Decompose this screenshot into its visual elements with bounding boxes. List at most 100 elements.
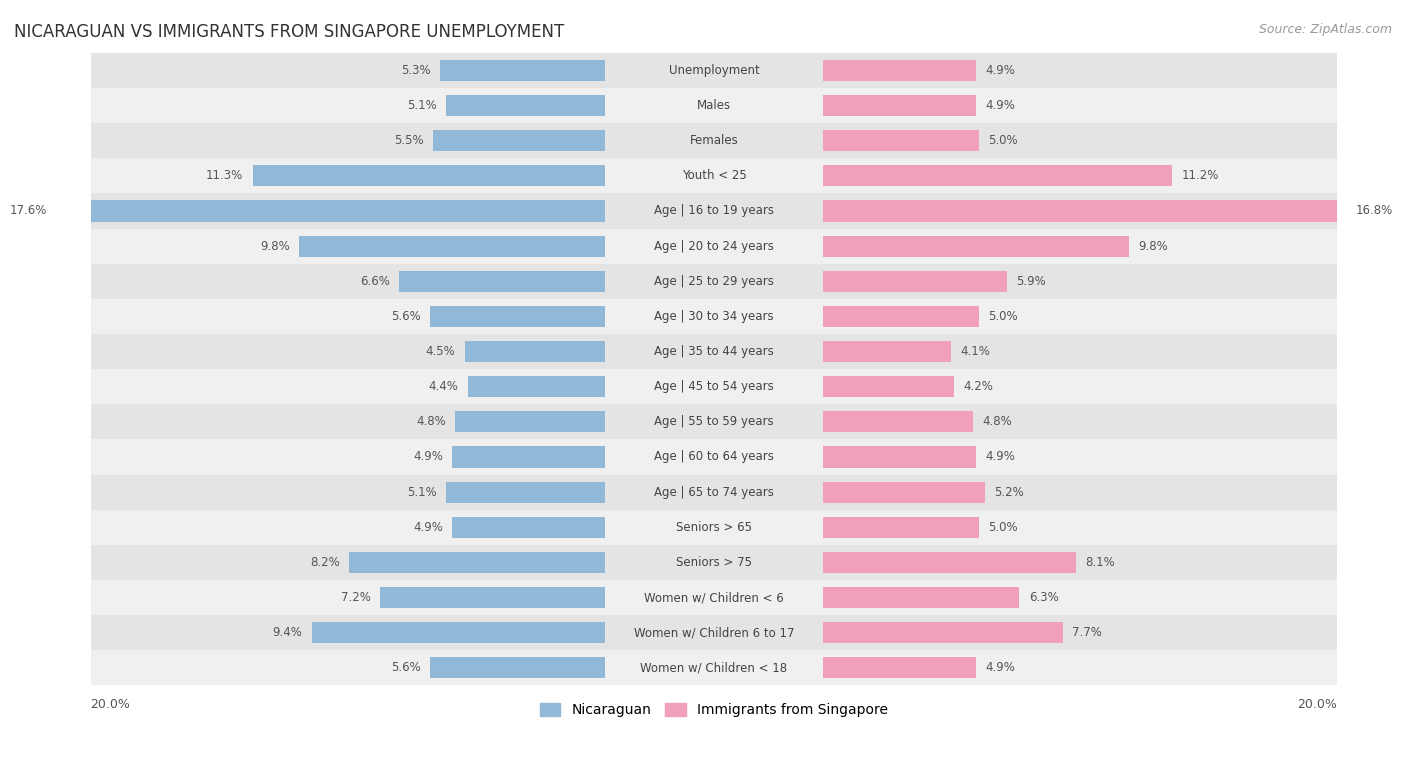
Text: 4.9%: 4.9% <box>986 450 1015 463</box>
Bar <box>823 411 973 432</box>
Text: 8.1%: 8.1% <box>1085 556 1115 569</box>
Bar <box>90 509 1337 545</box>
Bar <box>90 123 1337 158</box>
Bar <box>440 60 605 81</box>
Text: 5.0%: 5.0% <box>988 134 1018 147</box>
Text: 5.3%: 5.3% <box>401 64 430 77</box>
Text: 16.8%: 16.8% <box>1357 204 1393 217</box>
Legend: Nicaraguan, Immigrants from Singapore: Nicaraguan, Immigrants from Singapore <box>534 698 894 723</box>
Text: 4.9%: 4.9% <box>986 64 1015 77</box>
Text: 5.0%: 5.0% <box>988 521 1018 534</box>
Text: 7.2%: 7.2% <box>342 591 371 604</box>
Text: Seniors > 75: Seniors > 75 <box>676 556 752 569</box>
Text: 17.6%: 17.6% <box>10 204 46 217</box>
Text: Males: Males <box>697 99 731 112</box>
Bar <box>823 552 1076 573</box>
Bar <box>823 235 1129 257</box>
Text: Age | 30 to 34 years: Age | 30 to 34 years <box>654 310 773 323</box>
Text: 5.6%: 5.6% <box>391 662 420 674</box>
Text: 11.3%: 11.3% <box>207 170 243 182</box>
Bar <box>446 481 605 503</box>
Text: 4.9%: 4.9% <box>986 99 1015 112</box>
Bar <box>90 369 1337 404</box>
Bar <box>90 475 1337 509</box>
Text: 4.9%: 4.9% <box>413 450 443 463</box>
Text: Age | 16 to 19 years: Age | 16 to 19 years <box>654 204 773 217</box>
Bar <box>823 657 976 678</box>
Bar <box>381 587 605 608</box>
Bar <box>90 88 1337 123</box>
Text: 7.7%: 7.7% <box>1073 626 1102 639</box>
Bar <box>433 130 605 151</box>
Text: 4.4%: 4.4% <box>429 380 458 393</box>
Text: Age | 65 to 74 years: Age | 65 to 74 years <box>654 486 773 499</box>
Text: 4.9%: 4.9% <box>986 662 1015 674</box>
Bar <box>823 376 955 397</box>
Bar <box>823 130 979 151</box>
Bar <box>823 341 950 362</box>
Bar <box>453 447 605 468</box>
Bar <box>90 650 1337 685</box>
Text: 5.9%: 5.9% <box>1017 275 1046 288</box>
Bar <box>90 158 1337 194</box>
Text: Age | 35 to 44 years: Age | 35 to 44 years <box>654 345 773 358</box>
Bar <box>823 306 979 327</box>
Bar <box>823 60 976 81</box>
Text: Age | 45 to 54 years: Age | 45 to 54 years <box>654 380 773 393</box>
Bar <box>823 201 1347 222</box>
Text: Females: Females <box>689 134 738 147</box>
Text: 5.2%: 5.2% <box>994 486 1024 499</box>
Bar <box>349 552 605 573</box>
Bar <box>90 194 1337 229</box>
Bar <box>90 299 1337 334</box>
Text: Seniors > 65: Seniors > 65 <box>676 521 752 534</box>
Bar <box>823 517 979 537</box>
Bar <box>90 263 1337 299</box>
Text: 5.0%: 5.0% <box>988 310 1018 323</box>
Text: 5.5%: 5.5% <box>395 134 425 147</box>
Text: 5.1%: 5.1% <box>406 99 436 112</box>
Bar <box>823 622 1063 643</box>
Bar <box>468 376 605 397</box>
Bar <box>823 447 976 468</box>
Bar <box>823 481 986 503</box>
Bar <box>90 404 1337 439</box>
Text: Women w/ Children 6 to 17: Women w/ Children 6 to 17 <box>634 626 794 639</box>
Bar <box>399 271 605 292</box>
Bar <box>464 341 605 362</box>
Bar <box>823 165 1173 186</box>
Bar <box>90 545 1337 580</box>
Text: 20.0%: 20.0% <box>1298 698 1337 711</box>
Text: 5.6%: 5.6% <box>391 310 420 323</box>
Text: Women w/ Children < 6: Women w/ Children < 6 <box>644 591 783 604</box>
Bar <box>90 580 1337 615</box>
Text: 6.3%: 6.3% <box>1029 591 1059 604</box>
Bar <box>453 517 605 537</box>
Text: Unemployment: Unemployment <box>669 64 759 77</box>
Text: Source: ZipAtlas.com: Source: ZipAtlas.com <box>1258 23 1392 36</box>
Text: 11.2%: 11.2% <box>1181 170 1219 182</box>
Bar <box>253 165 605 186</box>
Text: 9.8%: 9.8% <box>1137 240 1167 253</box>
Text: 20.0%: 20.0% <box>90 698 131 711</box>
Text: 4.8%: 4.8% <box>981 416 1012 428</box>
Text: 5.1%: 5.1% <box>406 486 436 499</box>
Text: 4.9%: 4.9% <box>413 521 443 534</box>
Bar <box>90 615 1337 650</box>
Bar <box>823 271 1007 292</box>
Bar <box>430 657 605 678</box>
Text: Age | 55 to 59 years: Age | 55 to 59 years <box>654 416 773 428</box>
Bar <box>90 229 1337 263</box>
Text: 4.2%: 4.2% <box>963 380 993 393</box>
Bar <box>446 95 605 116</box>
Text: 6.6%: 6.6% <box>360 275 389 288</box>
Bar <box>312 622 605 643</box>
Text: 9.4%: 9.4% <box>273 626 302 639</box>
Text: 4.5%: 4.5% <box>426 345 456 358</box>
Text: 4.1%: 4.1% <box>960 345 990 358</box>
Text: Women w/ Children < 18: Women w/ Children < 18 <box>640 662 787 674</box>
Bar <box>56 201 605 222</box>
Bar <box>299 235 605 257</box>
Bar <box>90 439 1337 475</box>
Bar <box>90 334 1337 369</box>
